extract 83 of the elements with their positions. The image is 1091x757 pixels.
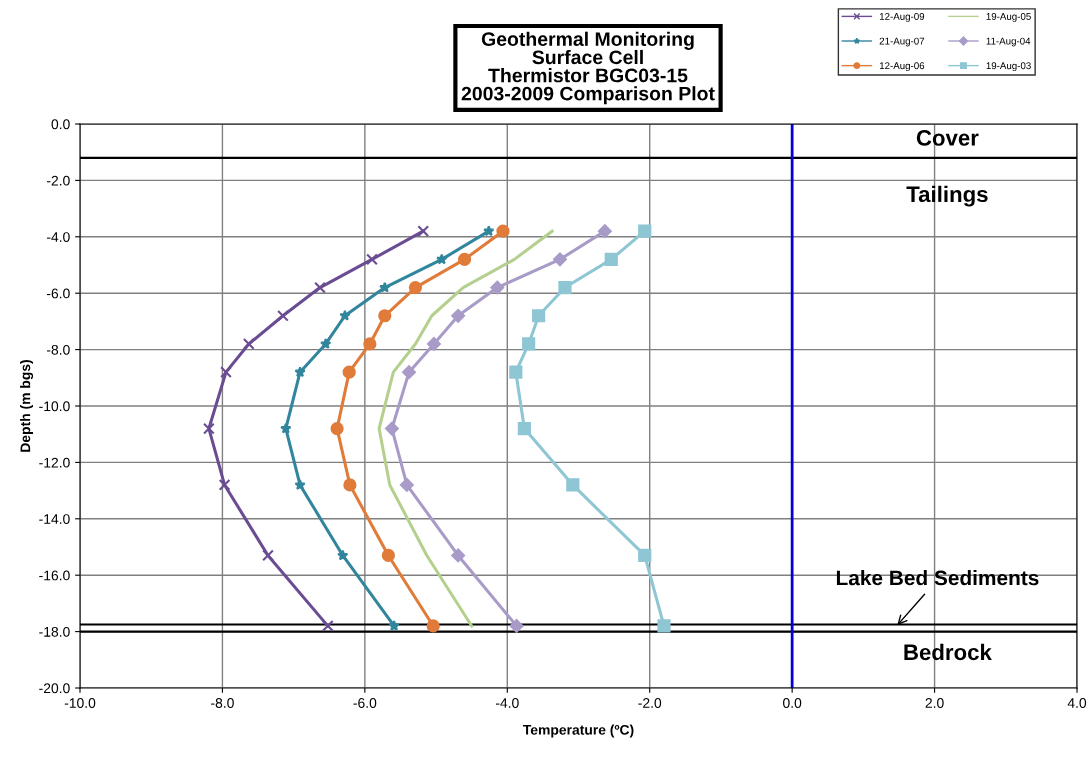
x-tick-label: -2.0	[638, 698, 662, 708]
point	[483, 225, 495, 237]
point	[294, 366, 306, 378]
point	[314, 281, 326, 294]
point	[280, 422, 292, 434]
point	[638, 224, 652, 238]
point	[321, 620, 334, 632]
point	[451, 548, 466, 563]
y-tick-label: -2.0	[46, 175, 70, 186]
point	[558, 280, 572, 295]
point	[262, 549, 274, 562]
point	[378, 309, 392, 323]
point	[339, 309, 351, 321]
point	[509, 365, 523, 379]
point	[417, 225, 430, 238]
point	[522, 337, 536, 351]
point	[388, 620, 400, 631]
point	[379, 281, 391, 293]
y-tick-label: -16.0	[39, 570, 70, 581]
point	[366, 253, 378, 266]
x-tick-label: 0.0	[783, 698, 802, 708]
x-tick-label: 2.0	[925, 698, 944, 708]
point	[320, 338, 332, 349]
y-tick-label: -12.0	[39, 457, 70, 468]
point	[436, 253, 448, 265]
point	[330, 421, 344, 436]
annotation: Cover	[916, 130, 979, 146]
point	[220, 366, 232, 379]
point	[490, 280, 505, 295]
chart-title: Geothermal Monitoring Surface Cell Thermistor BGC03-15 2003-2009 Comparison Plot	[461, 31, 715, 105]
point	[604, 252, 618, 266]
annotation: Lake Bed Sediments	[836, 570, 1039, 586]
legend-label: 19-Aug-03	[986, 62, 1031, 72]
point	[342, 365, 356, 379]
legend-label: 11-Aug-04	[986, 37, 1031, 47]
point	[337, 549, 349, 561]
y-tick-label: -6.0	[46, 288, 70, 299]
point	[509, 619, 524, 633]
point	[384, 421, 399, 436]
y-tick-label: -10.0	[39, 401, 70, 412]
x-tick-label: -6.0	[353, 698, 377, 708]
y-tick-label: -4.0	[46, 232, 70, 242]
point	[203, 422, 215, 435]
x-tick-label: -10.0	[64, 698, 96, 708]
y-tick-label: -14.0	[39, 514, 70, 524]
y-tick-label: -8.0	[46, 344, 70, 355]
x-tick-label: -8.0	[211, 698, 234, 708]
point	[294, 479, 306, 490]
point	[277, 309, 289, 322]
point	[402, 365, 416, 380]
point	[363, 337, 377, 351]
point	[597, 224, 612, 239]
legend-label: 12-Aug-09	[879, 13, 925, 22]
y-tick-label: 0.0	[51, 119, 70, 130]
point	[517, 421, 531, 436]
point	[657, 619, 671, 633]
point	[638, 548, 652, 563]
x-tick-label: 4.0	[1067, 698, 1087, 708]
point	[218, 479, 231, 491]
point	[242, 338, 255, 350]
point	[381, 548, 395, 563]
point	[566, 478, 580, 492]
point	[451, 308, 466, 323]
point	[408, 280, 423, 295]
legend-label: 19-Aug-05	[986, 13, 1031, 22]
point	[427, 337, 441, 351]
line-series	[377, 229, 554, 628]
point	[532, 309, 546, 323]
point	[553, 252, 567, 267]
legend-label: 21-Aug-07	[879, 37, 925, 47]
point	[343, 478, 357, 492]
point	[399, 478, 414, 492]
y-axis-title: Depth (m bgs)	[20, 360, 34, 452]
y-tick-label: -18.0	[39, 626, 70, 637]
point	[457, 252, 472, 266]
y-tick-label: -20.0	[39, 683, 70, 694]
point	[426, 619, 440, 633]
x-axis-title: Temperature (ºC)	[523, 724, 634, 738]
legend-label: 12-Aug-06	[879, 62, 925, 72]
annotation: Bedrock	[904, 643, 992, 661]
point	[496, 224, 510, 238]
annotation: Tailings	[906, 185, 988, 207]
x-tick-label: -4.0	[495, 698, 519, 708]
